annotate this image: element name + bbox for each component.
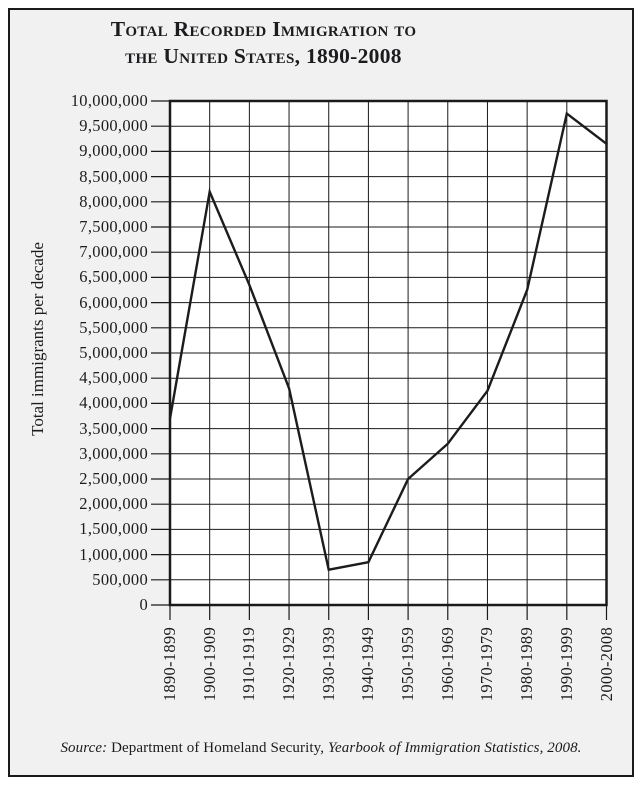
y-tick-label: 4,000,000	[79, 393, 148, 413]
chart-title-line1: Total Recorded Immigration to	[110, 17, 417, 41]
y-tick-label: 5,500,000	[79, 317, 148, 337]
y-tick-label: 6,500,000	[79, 267, 148, 287]
x-tick-label: 1910-1919	[239, 627, 259, 702]
source-label: Source:	[60, 740, 108, 756]
y-tick-label: 8,000,000	[79, 191, 148, 211]
chart-title: Total Recorded Immigration to the United…	[0, 16, 527, 70]
y-tick-label: 1,000,000	[79, 544, 148, 564]
data-line	[168, 111, 608, 572]
y-tick-label: 2,500,000	[79, 469, 148, 488]
source-citation: Yearbook of Immigration Statistics, 2008…	[327, 740, 582, 756]
y-tick-label: 0	[139, 595, 148, 614]
y-tick-label: 2,000,000	[79, 494, 148, 514]
chart-title-line2: the United States, 1890-2008	[125, 44, 402, 68]
y-tick-label: 500,000	[92, 569, 148, 589]
x-tick-label: 1950-1959	[398, 627, 418, 702]
y-tick-label: 10,000,000	[70, 91, 148, 110]
x-tick-label: 1920-1929	[279, 627, 299, 702]
x-tick-label: 2000-2008	[596, 627, 616, 702]
y-tick-label: 7,500,000	[79, 217, 148, 236]
x-tick-label: 1990-1999	[556, 627, 576, 702]
y-tick-label: 5,000,000	[79, 343, 148, 362]
source-text: Department of Homeland Security,	[111, 740, 325, 756]
x-tick-label: 1960-1969	[437, 627, 457, 702]
y-tick-label: 1,500,000	[79, 519, 148, 539]
x-tick-label: 1980-1989	[517, 627, 537, 702]
source-note: Source: Department of Homeland Security,…	[0, 740, 642, 757]
plot-border	[168, 99, 608, 607]
y-tick-label: 3,500,000	[79, 418, 148, 438]
x-tick-label: 1970-1979	[477, 627, 497, 702]
y-tick-label: 7,000,000	[79, 242, 148, 262]
x-tick-label: 1900-1909	[199, 627, 219, 702]
y-tick-label: 3,000,000	[79, 443, 148, 463]
y-tick-label: 9,000,000	[79, 141, 148, 161]
y-tick-label: 6,000,000	[79, 292, 148, 312]
y-tick-label: 8,500,000	[79, 166, 148, 186]
x-tick-label: 1940-1949	[358, 627, 378, 702]
y-tick-label: 9,500,000	[79, 116, 148, 136]
x-tick-label: 1930-1939	[318, 627, 338, 702]
x-tick-label: 1890-1899	[160, 627, 179, 702]
y-tick-label: 4,500,000	[79, 368, 148, 388]
